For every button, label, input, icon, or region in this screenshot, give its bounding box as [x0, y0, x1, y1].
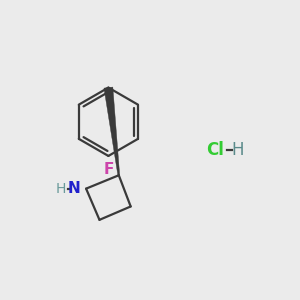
Text: H: H [231, 141, 244, 159]
Text: N: N [68, 181, 81, 196]
Text: F: F [103, 162, 114, 177]
Text: Cl: Cl [206, 141, 224, 159]
Polygon shape [104, 87, 120, 176]
Text: H: H [56, 182, 66, 196]
